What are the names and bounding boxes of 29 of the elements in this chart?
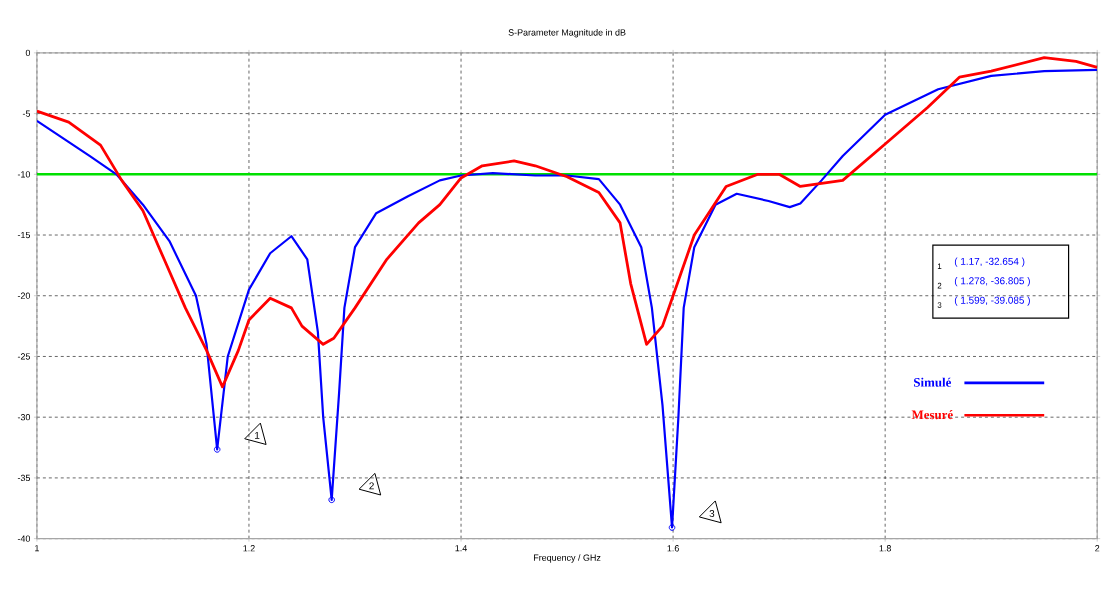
x-tick-label: 1.6 <box>667 545 679 552</box>
text: Simulé <box>914 377 952 388</box>
x-tick-label: 1.4 <box>455 545 467 552</box>
annotation: ( 1.278, -36.805 ) <box>954 277 1030 287</box>
x-axis-title: Frequency / GHz <box>534 554 601 563</box>
y-tick-label: -10 <box>17 171 31 178</box>
x-tick-label: 2 <box>1095 545 1100 552</box>
y-tick-label: -15 <box>17 232 31 239</box>
y-tick-label: -25 <box>17 353 31 360</box>
annotation: 1 <box>255 432 260 440</box>
x-tick-label: 1.2 <box>243 545 255 552</box>
y-tick-label: -5 <box>22 110 31 117</box>
annotation: 2 <box>369 482 374 490</box>
annotation: ( 1.599, -39.085 ) <box>954 296 1030 306</box>
y-tick-label: 0 <box>25 49 31 57</box>
chart-title: S-Parameter Magnitude in dB <box>508 29 626 38</box>
point <box>328 496 335 504</box>
y-tick-label: -20 <box>17 292 31 300</box>
x-tick-label: 1 <box>35 545 39 552</box>
x-tick-label: 1.8 <box>879 545 891 552</box>
y-tick-label: -40 <box>17 535 31 543</box>
text: Mesuré <box>911 410 953 420</box>
y-tick-label: -30 <box>17 414 31 421</box>
point <box>668 524 676 532</box>
y-tick-label: -35 <box>17 474 31 482</box>
annotation: 3 <box>709 510 715 518</box>
annotation: ( 1.17, -32.654 ) <box>954 257 1025 268</box>
line-series <box>36 56 1098 389</box>
point <box>213 446 221 453</box>
